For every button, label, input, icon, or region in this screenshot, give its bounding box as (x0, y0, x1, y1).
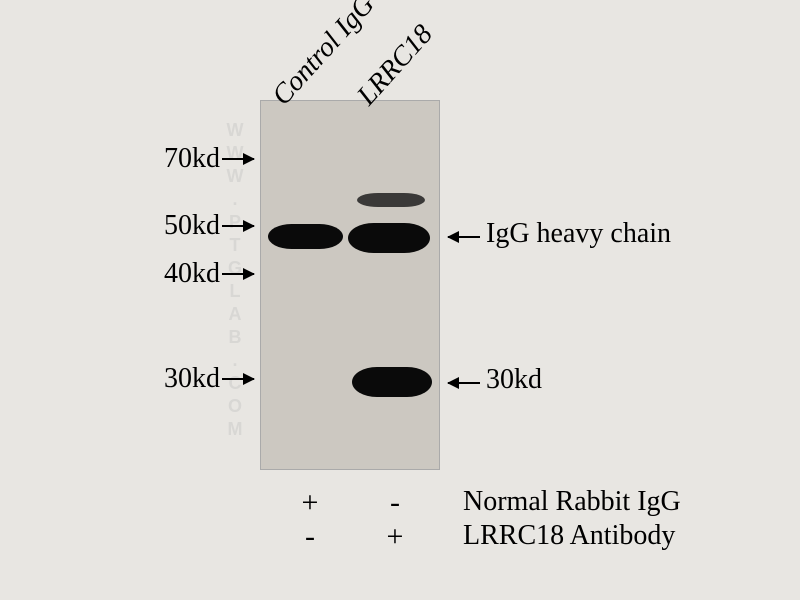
band-control-igg-heavy (268, 224, 343, 249)
arrow-right-icon (222, 225, 254, 227)
cond-r2-lane1: - (290, 520, 330, 554)
cond-r1-label: Normal Rabbit IgG (463, 486, 681, 518)
mw-label-70: 70kd (130, 143, 220, 175)
mw-label-30: 30kd (130, 363, 220, 395)
arrow-right-icon (222, 158, 254, 160)
mw-label-50: 50kd (130, 210, 220, 242)
cond-r2-label: LRRC18 Antibody (463, 520, 675, 552)
cond-r1-lane1: + (290, 486, 330, 520)
blot-membrane (260, 100, 440, 470)
lane-label-target: LRRC18 (351, 19, 439, 112)
cond-r2-lane2: + (375, 520, 415, 554)
band-target-30kd (352, 367, 432, 397)
arrow-right-icon (222, 273, 254, 275)
cond-r1-lane2: - (375, 486, 415, 520)
band-target-igg-heavy (348, 223, 430, 253)
annotation-30kd: 30kd (486, 364, 542, 396)
arrow-left-icon (448, 382, 480, 384)
arrow-right-icon (222, 378, 254, 380)
mw-label-40: 40kd (130, 258, 220, 290)
figure-container: WWW.PTGLAB.COM Control IgG LRRC18 70kd 5… (0, 0, 800, 600)
band-target-upper (357, 193, 425, 207)
annotation-igg-heavy: IgG heavy chain (486, 218, 671, 250)
arrow-left-icon (448, 236, 480, 238)
